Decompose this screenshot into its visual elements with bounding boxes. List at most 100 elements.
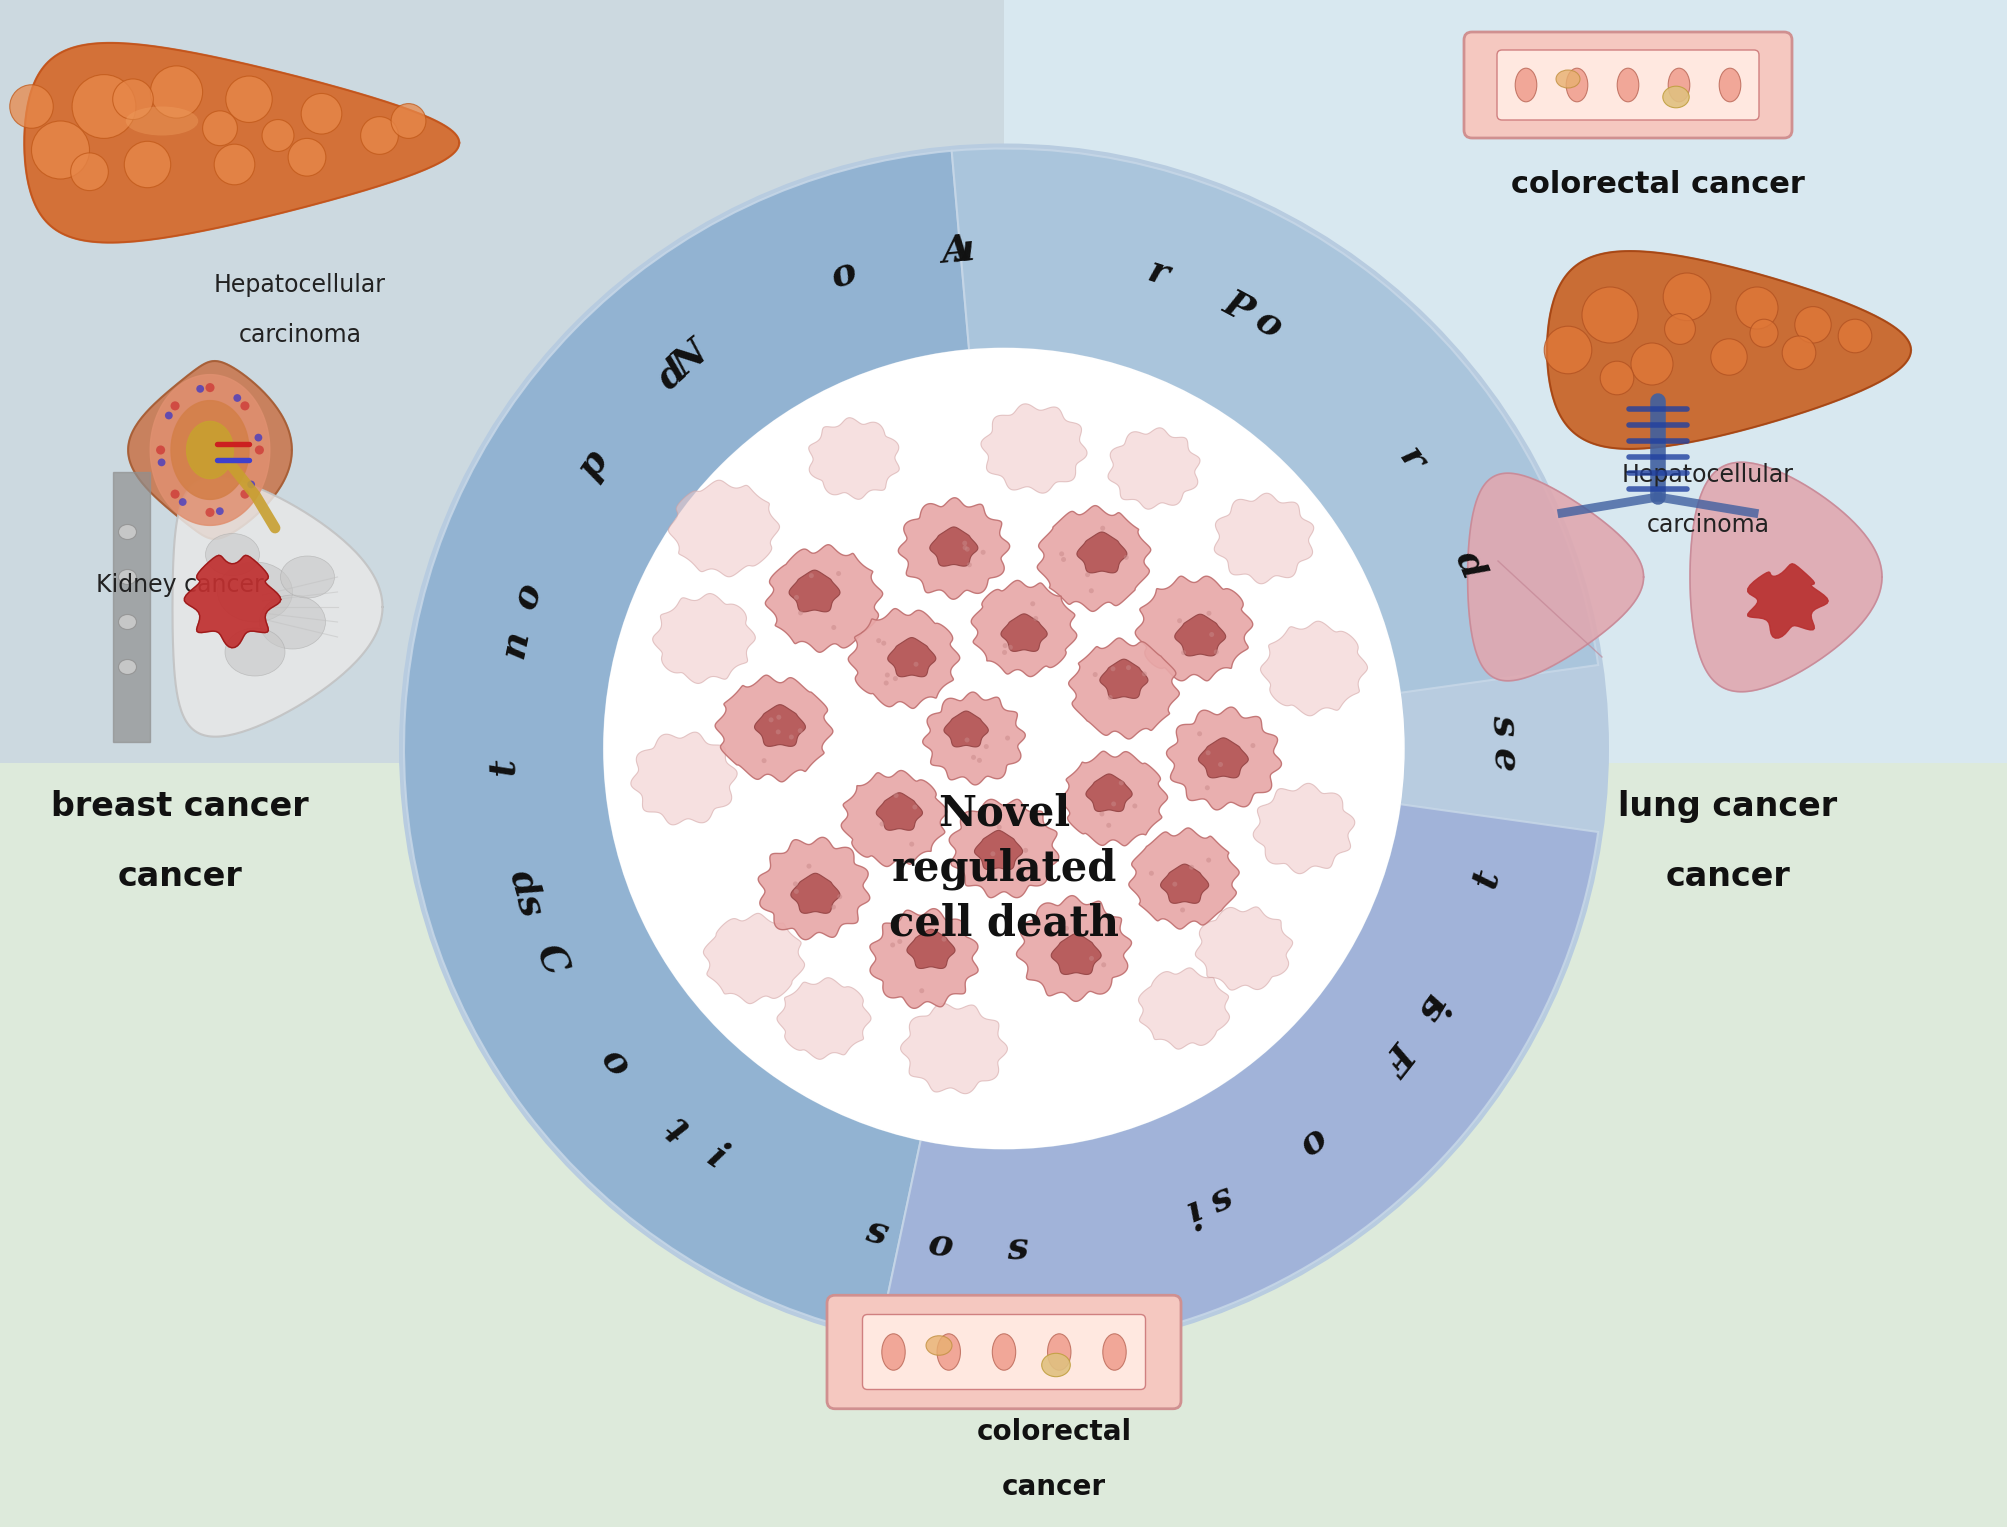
Text: colorectal cancer: colorectal cancer [1511, 171, 1804, 200]
Polygon shape [151, 374, 269, 525]
Bar [1004, 764, 2007, 1527]
Circle shape [797, 728, 803, 733]
Polygon shape [929, 527, 977, 567]
Polygon shape [759, 837, 869, 939]
Circle shape [995, 825, 1001, 829]
Circle shape [1204, 785, 1208, 791]
Polygon shape [1198, 738, 1248, 777]
Circle shape [1060, 557, 1066, 562]
Circle shape [807, 864, 811, 869]
Ellipse shape [1565, 69, 1588, 102]
Polygon shape [1076, 531, 1126, 573]
Circle shape [1142, 672, 1146, 676]
Text: e: e [1485, 748, 1521, 773]
Text: colorectal: colorectal [975, 1419, 1132, 1446]
Circle shape [983, 744, 987, 750]
Circle shape [1064, 925, 1068, 931]
Circle shape [875, 638, 881, 643]
Circle shape [1180, 907, 1184, 913]
Text: A: A [939, 231, 973, 270]
Circle shape [1662, 273, 1710, 321]
Circle shape [919, 988, 923, 993]
Text: s: s [1483, 713, 1521, 736]
Circle shape [215, 144, 255, 185]
Circle shape [1212, 649, 1218, 655]
Polygon shape [809, 418, 899, 499]
Polygon shape [973, 831, 1022, 870]
Polygon shape [1108, 428, 1200, 508]
Circle shape [72, 75, 136, 139]
Polygon shape [714, 675, 833, 782]
Circle shape [893, 676, 897, 681]
Text: P: P [1216, 284, 1258, 330]
Ellipse shape [1616, 69, 1638, 102]
Circle shape [1001, 643, 1008, 647]
Circle shape [1206, 611, 1210, 615]
Polygon shape [1252, 783, 1355, 873]
Text: s: s [1006, 1229, 1028, 1267]
Polygon shape [887, 638, 935, 676]
Bar [0, 764, 1004, 1527]
Circle shape [885, 672, 889, 678]
Circle shape [989, 851, 995, 857]
Circle shape [831, 625, 835, 631]
Circle shape [1088, 588, 1094, 594]
Polygon shape [1214, 493, 1313, 583]
Circle shape [1176, 618, 1182, 623]
Circle shape [1172, 881, 1176, 887]
Polygon shape [1060, 751, 1166, 846]
Circle shape [961, 545, 967, 550]
Polygon shape [1016, 896, 1132, 1002]
Circle shape [1118, 780, 1124, 785]
Circle shape [941, 936, 945, 942]
Circle shape [112, 79, 153, 119]
Bar [0, 0, 1004, 764]
Polygon shape [981, 403, 1086, 493]
Text: p: p [502, 866, 544, 901]
Polygon shape [128, 360, 291, 539]
Ellipse shape [281, 556, 335, 599]
Circle shape [963, 738, 969, 742]
Circle shape [171, 402, 179, 411]
Circle shape [225, 76, 273, 122]
Text: cancer: cancer [118, 861, 243, 893]
Ellipse shape [259, 596, 325, 649]
Circle shape [881, 641, 885, 646]
FancyBboxPatch shape [1497, 50, 1758, 121]
Ellipse shape [225, 628, 285, 676]
Circle shape [979, 550, 985, 554]
Polygon shape [1052, 933, 1100, 974]
Circle shape [233, 394, 241, 402]
Text: p: p [1447, 545, 1489, 583]
Circle shape [879, 822, 885, 826]
Circle shape [241, 490, 249, 499]
Circle shape [1100, 962, 1106, 967]
Polygon shape [1134, 576, 1252, 681]
Circle shape [1018, 866, 1022, 872]
Text: s: s [1204, 1177, 1240, 1220]
Polygon shape [1746, 563, 1826, 638]
Polygon shape [949, 799, 1058, 898]
Ellipse shape [1048, 1333, 1070, 1370]
Circle shape [263, 119, 293, 151]
Circle shape [761, 759, 767, 764]
Text: o: o [923, 1225, 953, 1264]
Circle shape [835, 571, 841, 576]
Circle shape [604, 348, 1403, 1148]
Text: r: r [1391, 440, 1431, 478]
Text: t: t [1465, 866, 1505, 892]
Circle shape [1736, 287, 1776, 328]
Text: Novel
regulated
cell death: Novel regulated cell death [889, 793, 1118, 945]
Circle shape [971, 754, 975, 760]
Wedge shape [403, 151, 969, 1336]
Circle shape [1108, 695, 1112, 699]
Text: u: u [494, 631, 536, 664]
Text: carcinoma: carcinoma [1646, 513, 1768, 538]
Polygon shape [907, 930, 955, 968]
Polygon shape [171, 400, 249, 499]
Text: N: N [664, 334, 714, 385]
Circle shape [217, 507, 223, 515]
Text: o: o [1246, 301, 1286, 345]
Polygon shape [173, 478, 381, 736]
Text: cancer: cancer [1664, 861, 1790, 893]
